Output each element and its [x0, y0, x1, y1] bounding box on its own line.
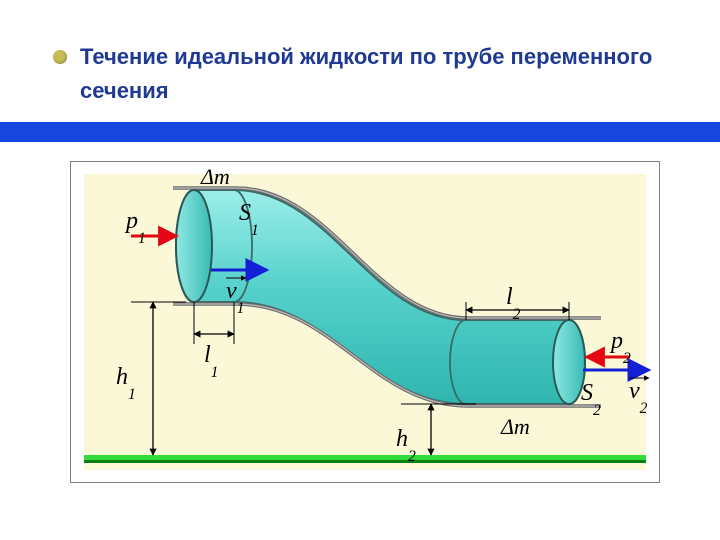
bernoulli-tube-diagram: Δm Δm p1 p2 S1 S2 v1 v2	[71, 162, 659, 482]
label-dm-top: Δm	[200, 164, 230, 189]
label-dm-bottom: Δm	[500, 414, 530, 439]
figure-container: Δm Δm p1 p2 S1 S2 v1 v2	[70, 161, 660, 483]
section-S1	[176, 190, 212, 302]
bullet-icon	[53, 50, 67, 64]
title-underline-bar	[0, 122, 720, 142]
slide-title: Течение идеальной жидкости по трубе пере…	[80, 40, 660, 108]
